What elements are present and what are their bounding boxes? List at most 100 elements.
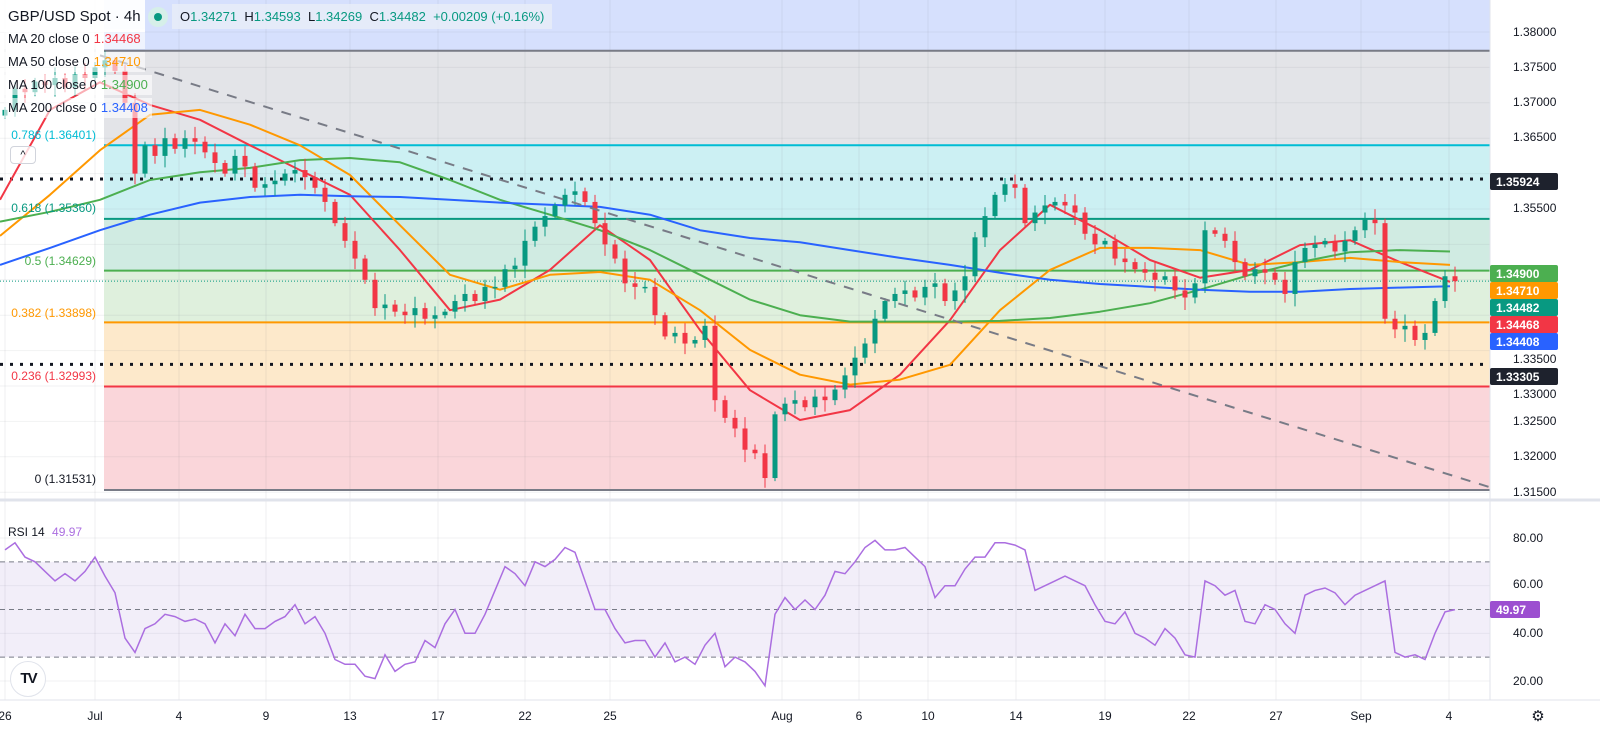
candle-body <box>922 286 928 298</box>
tradingview-logo[interactable]: TV <box>10 661 46 697</box>
time-tick: 25 <box>603 709 617 723</box>
price-tick: 1.32000 <box>1513 449 1557 463</box>
candle-body <box>912 290 918 298</box>
time-tick: 13 <box>343 709 357 723</box>
price-tick: 1.37000 <box>1513 95 1557 109</box>
candle-body <box>1412 325 1418 340</box>
price-tick: 1.32500 <box>1513 414 1557 428</box>
candles <box>2 51 1458 488</box>
time-tick: Jul <box>87 709 103 723</box>
time-tick: 27 <box>1269 709 1283 723</box>
fib-label-0618: 0.618 (1.35360) <box>11 201 96 215</box>
candle-body <box>1192 283 1198 298</box>
candle-body <box>542 216 548 227</box>
candle-body <box>372 279 378 309</box>
candle-body <box>452 301 458 312</box>
trendline[interactable] <box>99 54 1491 489</box>
candle-body <box>942 283 948 302</box>
candle-body <box>582 191 588 202</box>
collapse-legend-button[interactable]: ^ <box>10 146 36 164</box>
fib-band <box>104 145 1490 219</box>
symbol-title[interactable]: GBP/USD Spot · 4h <box>0 0 145 32</box>
candle-body <box>1142 269 1148 273</box>
candle-body <box>312 177 318 188</box>
candle-body <box>482 286 488 302</box>
settings-gear-icon[interactable]: ⚙ <box>1531 708 1545 725</box>
ma20-legend[interactable]: MA 20 close 0 1.34468 <box>4 29 145 49</box>
candle-body <box>232 155 238 174</box>
ma50-legend[interactable]: MA 50 close 0 1.34710 <box>4 52 145 72</box>
candle-body <box>332 201 338 224</box>
candle-body <box>352 240 358 259</box>
ma100-badge: 1.34900 <box>1490 265 1558 282</box>
level-badge-support: 1.33305 <box>1490 368 1558 385</box>
candle-body <box>1062 201 1068 206</box>
fib-label-0236: 0.236 (1.32993) <box>11 369 96 383</box>
candle-body <box>1222 233 1228 241</box>
fibonacci-bands <box>104 0 1490 491</box>
candle-body <box>1202 230 1208 284</box>
candle-body <box>192 138 198 142</box>
candle-body <box>622 258 628 284</box>
candle-body <box>1242 262 1248 277</box>
ma20-value: 1.34468 <box>93 31 141 46</box>
time-tick: 17 <box>431 709 445 723</box>
candle-body <box>982 216 988 238</box>
candle-body <box>1072 205 1078 213</box>
fib-band <box>104 322 1490 387</box>
high-label: H <box>244 9 254 24</box>
close-value: 1.34482 <box>378 9 426 24</box>
candle-body <box>402 311 408 316</box>
candle-body <box>812 396 818 408</box>
candle-body <box>722 400 728 418</box>
fib-label-0786: 0.786 (1.36401) <box>11 128 96 142</box>
time-tick: 26 <box>0 709 12 723</box>
candle-body <box>932 283 938 287</box>
candle-body <box>1432 301 1438 333</box>
fib-band <box>104 50 1490 146</box>
candle-body <box>612 244 618 259</box>
ma200-label: MA 200 close 0 <box>8 100 97 115</box>
candle-body <box>212 152 218 163</box>
candle-body <box>1052 201 1058 206</box>
candle-body <box>1402 325 1408 330</box>
candle-body <box>272 180 278 185</box>
candle-body <box>1102 240 1108 245</box>
ma50-badge: 1.34710 <box>1490 282 1558 299</box>
rsi-tick: 80.00 <box>1513 531 1544 545</box>
rsi-tick: 20.00 <box>1513 674 1544 688</box>
ma200-legend[interactable]: MA 200 close 0 1.34408 <box>4 98 152 118</box>
ma100-legend[interactable]: MA 100 close 0 1.34900 <box>4 75 152 95</box>
change-value: +0.00209 (+0.16%) <box>433 9 545 24</box>
candle-body <box>432 315 438 319</box>
market-status-icon[interactable] <box>148 7 168 27</box>
candle-body <box>962 276 968 291</box>
candle-body <box>892 293 898 302</box>
time-tick: 10 <box>921 709 935 723</box>
ma200-badge: 1.34408 <box>1490 333 1558 350</box>
candle-body <box>772 414 778 479</box>
candle-body <box>1232 240 1238 263</box>
candle-body <box>782 403 788 415</box>
price-tick: 1.31500 <box>1513 485 1557 499</box>
candle-body <box>662 315 668 337</box>
candle-body <box>652 286 658 316</box>
fib-label-0: 0 (1.31531) <box>34 472 96 486</box>
candle-body <box>1452 276 1458 282</box>
open-value: 1.34271 <box>190 9 238 24</box>
ma100-value: 1.34900 <box>100 77 148 92</box>
horizontal-levels <box>0 177 1490 366</box>
level-badge-resistance: 1.35924 <box>1490 173 1558 190</box>
price-tick: 1.35500 <box>1513 201 1557 215</box>
close-label: C <box>369 9 379 24</box>
rsi-legend[interactable]: RSI 14 49.97 <box>8 525 82 539</box>
descending-trendline <box>99 54 1491 489</box>
candle-body <box>362 258 368 280</box>
rsi-badge: 49.97 <box>1490 601 1540 618</box>
rsi-tick: 60.00 <box>1513 577 1544 591</box>
candle-body <box>302 170 308 178</box>
price-tick: 1.38000 <box>1513 25 1557 39</box>
candle-body <box>752 449 758 454</box>
candle-body <box>322 187 328 202</box>
